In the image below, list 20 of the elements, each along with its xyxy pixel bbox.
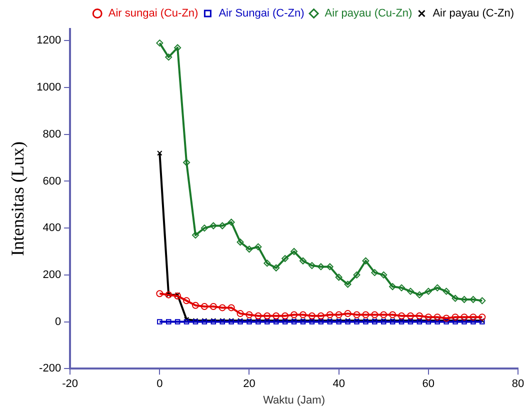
x-tick-label: 60	[422, 378, 435, 390]
y-tick-label: 0	[54, 316, 62, 328]
x-tick-label: 0	[156, 378, 163, 390]
x-tick-label: 80	[512, 378, 524, 390]
y-tick-label: 600	[42, 175, 62, 188]
y-tick-label: 400	[42, 222, 62, 234]
y-tick-label: -200	[39, 362, 62, 375]
x-axis-title: Waktu (Jam)	[263, 394, 326, 406]
legend-label: Air Sungai (C-Zn)	[218, 8, 304, 20]
x-tick-label: 40	[332, 378, 345, 390]
y-axis-title: Intensitas (Lux)	[8, 142, 28, 256]
legend-label: Air sungai (Cu-Zn)	[108, 8, 198, 20]
y-tick-label: 800	[42, 128, 62, 140]
x-tick-label: -20	[62, 378, 78, 390]
x-tick-label: 20	[243, 378, 256, 390]
y-tick-label: 1000	[36, 82, 62, 94]
legend-label: Air payau (Cu-Zn)	[324, 8, 412, 20]
legend-label: Air payau (C-Zn)	[432, 8, 514, 20]
y-tick-label: 200	[42, 268, 62, 281]
y-tick-label: 1200	[36, 34, 62, 47]
